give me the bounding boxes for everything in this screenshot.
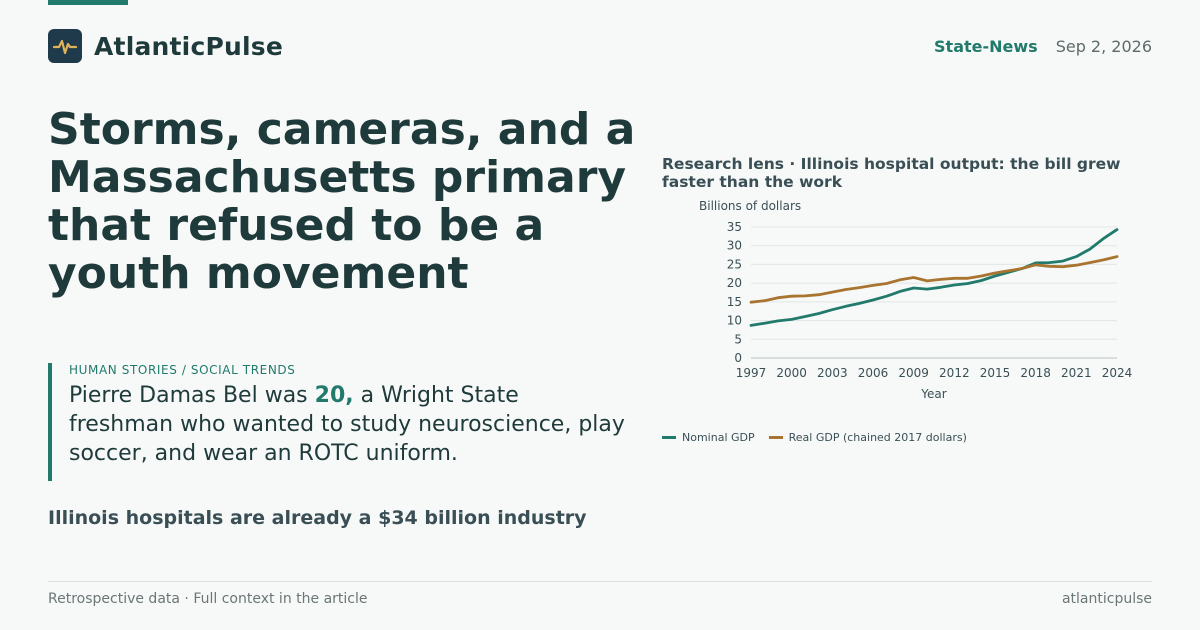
x-tick-label: 2015 [980, 366, 1011, 380]
pull-quote: HUMAN STORIES / SOCIAL TRENDS Pierre Dam… [48, 363, 628, 481]
footer-note: Retrospective data · Full context in the… [48, 591, 368, 607]
quote-kicker: HUMAN STORIES / SOCIAL TRENDS [69, 363, 296, 377]
footer-brand[interactable]: atlanticpulse [1061, 591, 1152, 607]
x-tick-label: 2018 [1020, 366, 1051, 380]
x-axis-label: Year [920, 387, 946, 401]
legend-item-nominal: Nominal GDP [662, 431, 755, 444]
series-line-real-gdp [749, 255, 1119, 304]
x-tick-label: 2009 [898, 366, 929, 380]
series-line-nominal-gdp [749, 228, 1119, 327]
y-tick-label: 10 [727, 314, 742, 328]
legend-item-real: Real GDP (chained 2017 dollars) [768, 431, 967, 444]
x-tick-label: 2012 [939, 366, 970, 380]
y-tick-label: 15 [727, 295, 742, 309]
y-tick-label: 0 [734, 351, 742, 365]
chart-title: Research lens · Illinois hospital output… [662, 155, 1121, 191]
quote-highlight: 20, [314, 383, 354, 408]
legend-swatch-nominal [662, 436, 676, 439]
footer-divider [48, 581, 1152, 582]
top-accent-bar [48, 0, 128, 5]
x-tick-label: 2021 [1061, 366, 1092, 380]
brand[interactable]: AtlanticPulse [48, 29, 283, 63]
line-chart: Billions of dollars 0 5 10 15 20 25 30 35 1997 200… [699, 199, 1133, 401]
y-tick-label: 35 [727, 220, 742, 234]
legend-swatch-real [768, 436, 783, 439]
pulse-icon [48, 29, 82, 63]
y-axis-label: Billions of dollars [699, 199, 801, 213]
y-tick-label: 20 [727, 276, 742, 290]
x-tick-label: 2000 [776, 366, 807, 380]
chart-legend: Nominal GDP Real GDP (chained 2017 dolla… [662, 431, 967, 444]
y-tick-label: 30 [727, 239, 742, 253]
quote-text-after: a Wright State freshman who wanted to st… [69, 383, 625, 466]
y-tick-label: 5 [734, 332, 742, 346]
x-tick-label: 2024 [1102, 366, 1133, 380]
x-tick-label: 1997 [736, 366, 767, 380]
x-tick-label: 2003 [817, 366, 848, 380]
brand-name: AtlanticPulse [94, 31, 284, 61]
y-tick-label: 25 [727, 257, 742, 271]
article-meta: State-News Sep 2, 2026 [934, 37, 1152, 56]
quote-text: Pierre Damas Bel was 20, a Wright State … [69, 381, 628, 468]
subhead: Illinois hospitals are already a $34 bil… [48, 507, 587, 529]
quote-text-before: Pierre Damas Bel was [69, 383, 315, 408]
headline: Storms, cameras, and a Massachusetts pri… [48, 104, 636, 299]
publish-date: Sep 2, 2026 [1055, 37, 1152, 56]
x-tick-label: 2006 [858, 366, 889, 380]
legend-label-nominal: Nominal GDP [682, 431, 755, 444]
legend-label-real: Real GDP (chained 2017 dollars) [788, 431, 967, 444]
section-link[interactable]: State-News [934, 37, 1038, 56]
